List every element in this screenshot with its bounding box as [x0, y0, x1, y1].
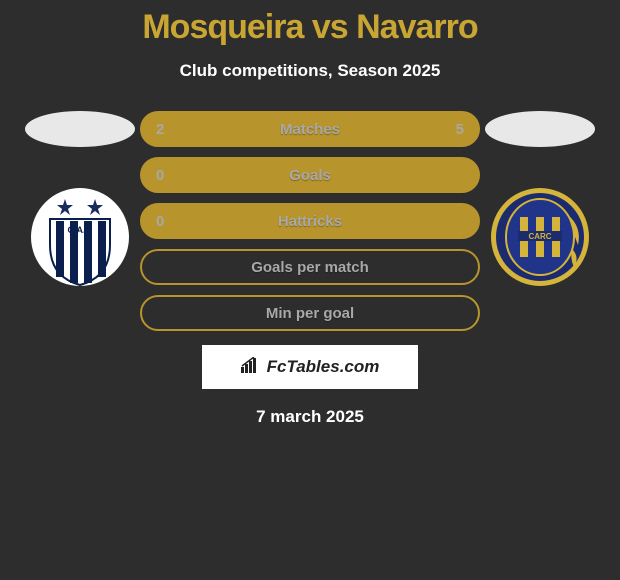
- main-row: C.A.T. 2 Matches 5 0 Goals 0 Hattricks G…: [0, 111, 620, 331]
- player-left-col: C.A.T.: [20, 111, 140, 287]
- stat-label: Goals: [289, 167, 331, 184]
- svg-text:CARC: CARC: [528, 232, 551, 241]
- comparison-card: Mosqueira vs Navarro Club competitions, …: [0, 0, 620, 427]
- watermark-text: FcTables.com: [267, 357, 380, 377]
- svg-text:C.A.T.: C.A.T.: [67, 225, 92, 235]
- watermark-badge: FcTables.com: [202, 345, 418, 389]
- stat-right-value: 5: [456, 121, 464, 138]
- stat-row-goals: 0 Goals: [140, 157, 480, 193]
- stat-label: Min per goal: [266, 305, 354, 322]
- player-right-col: CARC: [480, 111, 600, 287]
- stat-row-matches: 2 Matches 5: [140, 111, 480, 147]
- subtitle: Club competitions, Season 2025: [0, 61, 620, 81]
- date-line: 7 march 2025: [0, 407, 620, 427]
- stat-row-min-per-goal: Min per goal: [140, 295, 480, 331]
- stat-row-goals-per-match: Goals per match: [140, 249, 480, 285]
- player-silhouette-right: [485, 111, 595, 147]
- stat-left-value: 2: [156, 121, 164, 138]
- stat-left-value: 0: [156, 167, 164, 184]
- stat-label: Goals per match: [251, 259, 369, 276]
- crest-left-svg: C.A.T.: [30, 187, 130, 287]
- stat-label: Hattricks: [278, 213, 342, 230]
- team-crest-left: C.A.T.: [30, 187, 130, 287]
- team-crest-right: CARC: [490, 187, 590, 287]
- player-silhouette-left: [25, 111, 135, 147]
- stat-label: Matches: [280, 121, 340, 138]
- crest-right-svg: CARC: [490, 187, 590, 287]
- stats-column: 2 Matches 5 0 Goals 0 Hattricks Goals pe…: [140, 111, 480, 331]
- bar-chart-icon: [241, 357, 261, 378]
- stat-left-value: 0: [156, 213, 164, 230]
- stat-row-hattricks: 0 Hattricks: [140, 203, 480, 239]
- page-title: Mosqueira vs Navarro: [0, 8, 620, 47]
